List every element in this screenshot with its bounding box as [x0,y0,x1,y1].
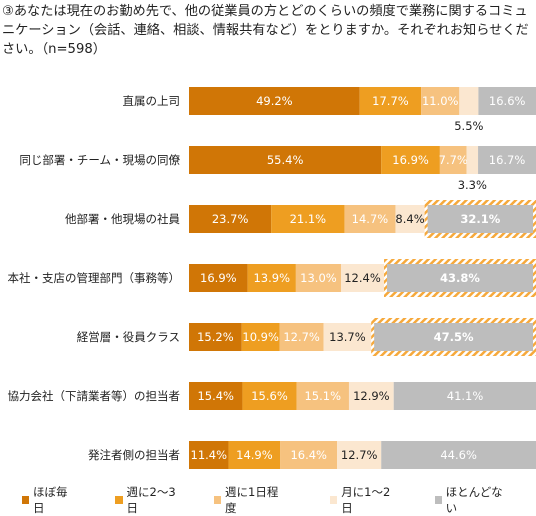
legend-label: 週に1日程度 [225,484,282,516]
category-label: 協力会社（下請業者等）の担当者 [8,389,181,403]
data-label: 16.4% [290,448,327,462]
legend-item: 週に2～3日 [115,484,179,516]
legend-item: ほぼ毎日 [22,484,73,516]
data-label: 32.1% [460,212,500,226]
legend-label: 月に1～2日 [341,484,394,516]
legend-item: 月に1～2日 [330,484,394,516]
data-label: 44.6% [440,448,477,462]
data-label: 49.2% [256,94,293,108]
bar-row: 直属の上司 49.2% 17.7% 11.0% 5.5% 16.6% [123,87,536,133]
bar-row: 本社・支店の管理部門（事務等） 16.9% 13.9% 13.0% 12.4% 43.8% [8,259,536,297]
data-label: 13.0% [300,271,337,285]
bar-row: 発注者側の担当者 11.4% 14.9% 16.4% 12.7% 44.6% [88,441,536,469]
legend-item: ほとんどない [435,484,506,516]
data-label: 14.7% [352,212,389,226]
data-label: 47.5% [434,330,474,344]
legend-swatch [214,496,221,504]
data-label: 7.7% [439,153,468,167]
data-label: 12.7% [341,448,378,462]
legend-item: 週に1日程度 [214,484,282,516]
category-label: 直属の上司 [123,94,181,108]
data-label: 55.4% [267,153,304,167]
data-label: 23.7% [212,212,249,226]
data-label: 13.9% [253,271,290,285]
data-label: 12.4% [344,271,381,285]
bar-segment [459,87,478,115]
data-label: 10.9% [242,330,279,344]
data-label: 12.7% [283,330,320,344]
data-label: 16.9% [200,271,237,285]
data-label: 5.5% [454,119,483,133]
bar-row: 経営層・役員クラス 15.2% 10.9% 12.7% 13.7% 47.5% [77,318,536,356]
data-label: 15.4% [197,389,234,403]
category-label: 他部署・他現場の社員 [65,212,180,226]
legend-swatch [115,496,122,504]
bar-row: 他部署・他現場の社員 23.7% 21.1% 14.7% 8.4% 32.1% [65,200,536,238]
data-label: 14.9% [236,448,273,462]
category-label: 本社・支店の管理部門（事務等） [8,271,181,285]
legend-label: ほとんどない [446,484,506,516]
legend-swatch [435,496,442,504]
bar-segment [467,146,478,174]
data-label: 12.9% [353,389,390,403]
data-label: 16.9% [392,153,429,167]
data-label: 13.7% [329,330,366,344]
data-label: 15.6% [251,389,288,403]
legend-label: ほぼ毎日 [33,484,73,516]
data-label: 17.7% [372,94,409,108]
data-label: 15.2% [197,330,234,344]
category-label: 同じ部署・チーム・現場の同僚 [19,153,180,167]
stacked-bar-chart: 直属の上司 49.2% 17.7% 11.0% 5.5% 16.6% 同じ部署・チーム・現場… [0,0,536,480]
legend-label: 週に2～3日 [127,484,180,516]
legend: ほぼ毎日 週に2～3日 週に1日程度 月に1～2日 ほとんどない [22,484,532,516]
category-label: 経営層・役員クラス [77,330,180,344]
legend-swatch [330,496,337,504]
data-label: 11.4% [191,448,228,462]
bar-row: 同じ部署・チーム・現場の同僚 55.4% 16.9% 7.7% 3.3%16.7% [19,146,536,192]
bar-row: 協力会社（下請業者等）の担当者 15.4% 15.6% 15.1% 12.9% 41.1% [8,382,536,410]
data-label: 16.6% [489,94,526,108]
legend-swatch [22,496,29,504]
data-label: 16.7% [489,153,526,167]
data-label: 15.1% [304,389,341,403]
data-label: 43.8% [440,271,480,285]
category-label: 発注者側の担当者 [88,448,180,462]
data-label: 21.1% [290,212,327,226]
data-label: 11.0% [422,94,459,108]
data-label: 41.1% [447,389,484,403]
data-label: 8.4% [395,212,424,226]
data-label: 3.3% [458,178,487,192]
